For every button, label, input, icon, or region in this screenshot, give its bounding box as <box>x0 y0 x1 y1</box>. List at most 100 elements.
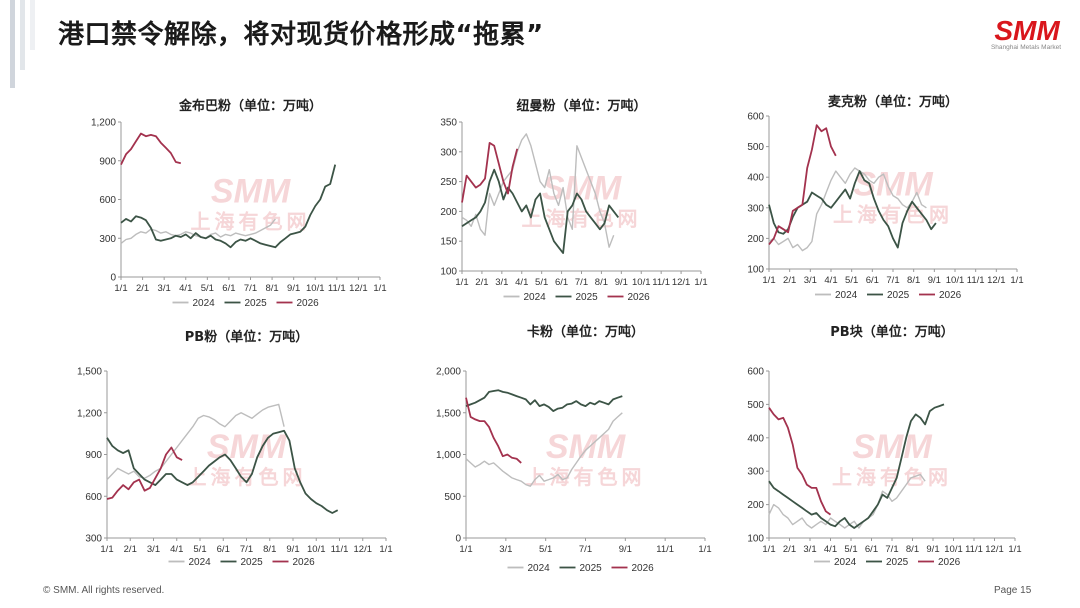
x-tick-label: 6/1 <box>865 544 878 555</box>
y-tick-label: 600 <box>747 367 764 378</box>
chart-title: 麦克粉（单位：万吨） <box>828 94 958 110</box>
x-tick-label: 11/1 <box>656 544 674 555</box>
x-tick-label: 5/1 <box>845 275 858 286</box>
y-tick-label: 900 <box>99 156 116 167</box>
series-line-2025 <box>461 168 620 255</box>
x-tick-label: 3/1 <box>147 544 160 555</box>
watermark-cn: 上海有色网 <box>191 210 311 234</box>
x-tick-label: 9/1 <box>287 283 300 294</box>
x-tick-label: 4/1 <box>170 544 183 555</box>
legend-label-2025: 2025 <box>245 298 268 309</box>
x-tick-label: 8/1 <box>263 544 276 555</box>
x-tick-label: 4/1 <box>179 283 192 294</box>
watermark-latin: SMM <box>852 428 932 466</box>
series-line-2026 <box>768 124 837 246</box>
x-tick-label: 3/1 <box>803 544 816 555</box>
y-tick-label: 500 <box>444 492 461 503</box>
x-tick-label: 1/1 <box>114 283 127 294</box>
y-tick-label: 0 <box>455 534 461 545</box>
y-tick-label: 400 <box>747 173 764 184</box>
watermark-cn: 上海有色网 <box>522 206 642 230</box>
series-line-2025 <box>465 389 623 413</box>
y-tick-label: 250 <box>440 177 457 188</box>
series-line-2026 <box>461 141 519 203</box>
x-tick-label: 1/1 <box>379 544 392 555</box>
x-tick-label: 7/1 <box>885 544 898 555</box>
series-line-2024 <box>461 133 615 248</box>
y-tick-label: 600 <box>747 112 764 123</box>
x-tick-label: 12/1 <box>987 275 1006 286</box>
y-tick-label: 400 <box>747 433 764 444</box>
y-tick-label: 500 <box>747 400 764 411</box>
x-tick-label: 2/1 <box>124 544 137 555</box>
y-tick-label: 1,500 <box>77 367 102 378</box>
y-tick-label: 900 <box>85 450 102 461</box>
legend-label-2024: 2024 <box>834 557 857 568</box>
logo-subtitle: Shanghai Metals Market <box>990 44 1062 51</box>
x-tick-label: 7/1 <box>579 544 592 555</box>
x-tick-label: 12/1 <box>985 544 1004 555</box>
legend-label-2026: 2026 <box>293 557 316 568</box>
x-tick-label: 6/1 <box>555 277 568 288</box>
page-title: 港口禁令解除，将对现货价格形成“拖累” <box>58 20 544 50</box>
x-tick-label: 12/1 <box>672 277 691 288</box>
x-tick-label: 1/1 <box>455 277 468 288</box>
x-tick-label: 3/1 <box>499 544 512 555</box>
y-tick-label: 500 <box>747 142 764 153</box>
x-tick-label: 1/1 <box>100 544 113 555</box>
x-tick-label: 9/1 <box>286 544 299 555</box>
y-tick-label: 300 <box>747 203 764 214</box>
x-tick-label: 1/1 <box>459 544 472 555</box>
y-tick-label: 2,000 <box>436 367 461 378</box>
logo-text: SMM <box>994 15 1060 46</box>
x-tick-label: 10/1 <box>946 275 965 286</box>
x-tick-label: 10/1 <box>307 544 326 555</box>
series-line-2025 <box>120 164 337 249</box>
series-line-2024 <box>768 473 926 529</box>
x-tick-label: 9/1 <box>619 544 632 555</box>
watermark-latin: SMM <box>853 166 933 204</box>
y-tick-label: 100 <box>747 534 764 545</box>
legend-label-2026: 2026 <box>632 563 655 574</box>
chart-title: 金布巴粉（单位：万吨） <box>178 98 322 114</box>
x-tick-label: 1/1 <box>1008 544 1021 555</box>
series-line-2024 <box>768 167 927 252</box>
x-tick-label: 2/1 <box>783 275 796 286</box>
legend-label-2025: 2025 <box>886 557 909 568</box>
footer-copyright: © SMM. All rights reserved. <box>43 585 165 596</box>
y-tick-label: 300 <box>85 534 102 545</box>
x-tick-label: 11/1 <box>965 544 983 555</box>
legend-label-2026: 2026 <box>939 290 962 301</box>
y-tick-label: 1,200 <box>91 118 116 129</box>
legend-label-2025: 2025 <box>887 290 910 301</box>
series-line-2024 <box>120 218 276 244</box>
legend-label-2026: 2026 <box>297 298 320 309</box>
x-tick-label: 3/1 <box>804 275 817 286</box>
x-tick-label: 1/1 <box>762 544 775 555</box>
watermark-cn: 上海有色网 <box>833 203 953 227</box>
x-tick-label: 8/1 <box>906 544 919 555</box>
x-tick-label: 11/1 <box>328 283 346 294</box>
x-tick-label: 11/1 <box>652 277 670 288</box>
y-tick-label: 200 <box>440 207 457 218</box>
legend-label-2026: 2026 <box>628 292 651 303</box>
x-tick-label: 10/1 <box>306 283 325 294</box>
x-tick-label: 10/1 <box>944 544 963 555</box>
x-tick-label: 8/1 <box>595 277 608 288</box>
series-line-2026 <box>120 132 182 165</box>
legend-label-2024: 2024 <box>835 290 858 301</box>
x-tick-label: 5/1 <box>844 544 857 555</box>
legend-label-2025: 2025 <box>241 557 264 568</box>
x-tick-label: 5/1 <box>201 283 214 294</box>
x-tick-label: 1/1 <box>1010 275 1023 286</box>
watermark-latin: SMM <box>546 428 626 466</box>
x-tick-label: 1/1 <box>373 283 386 294</box>
watermark-cn: 上海有色网 <box>526 465 646 489</box>
x-tick-label: 6/1 <box>222 283 235 294</box>
series-line-2026 <box>465 397 522 464</box>
side-decoration <box>10 0 35 88</box>
